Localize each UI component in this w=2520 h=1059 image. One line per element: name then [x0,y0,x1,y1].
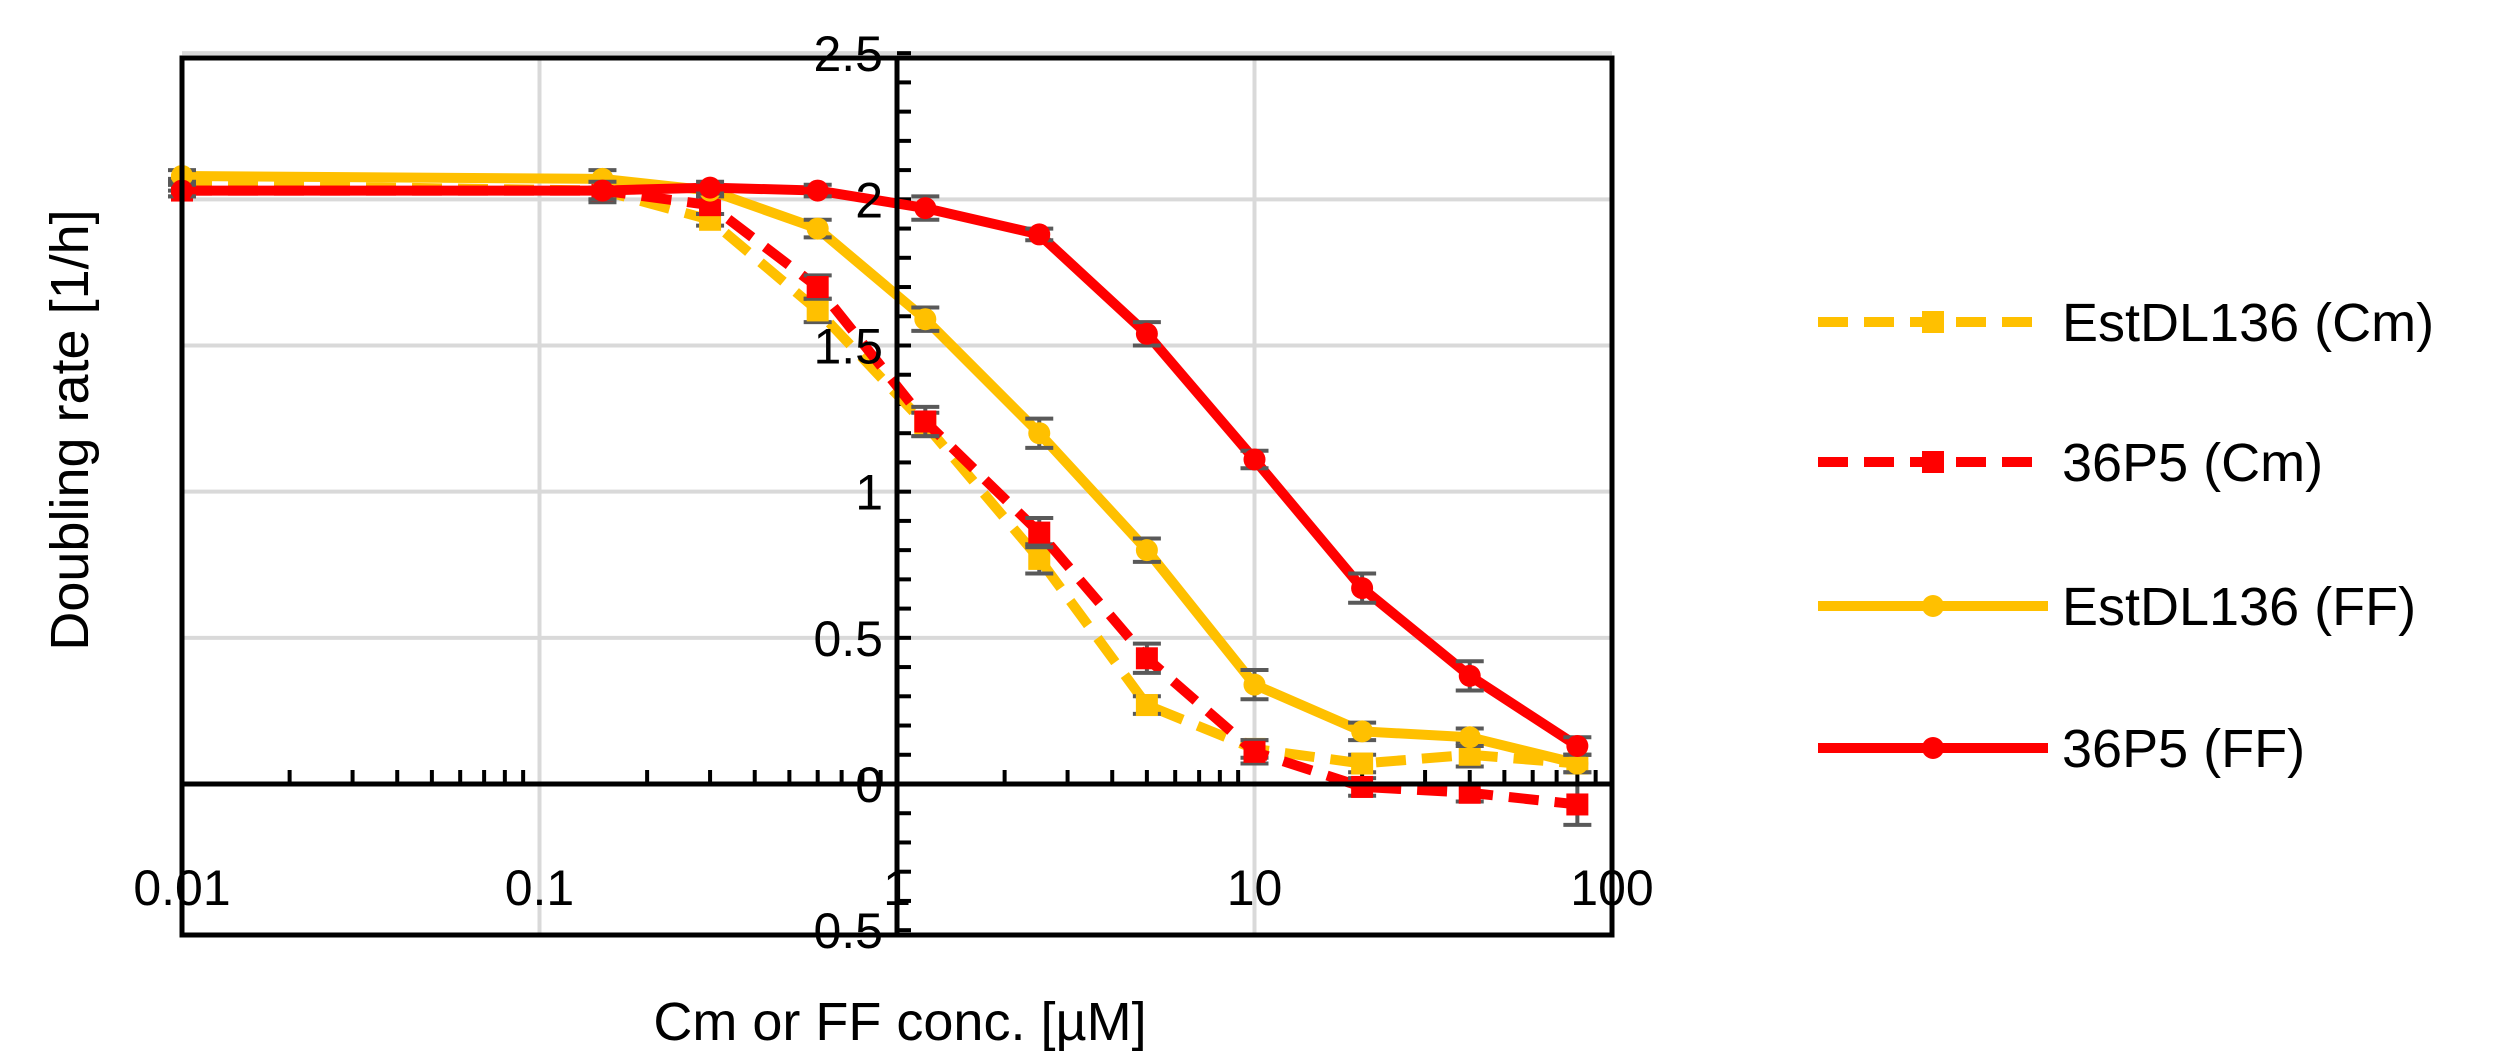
legend-marker [1922,311,1944,333]
legend-marker [1922,451,1944,473]
data-point [1028,547,1051,570]
legend-item-1: EstDL136 (Cm) [1818,293,2434,353]
data-point [699,176,722,199]
series-4 [168,176,1592,757]
data-point [591,179,614,202]
data-point [914,410,937,433]
legend-label: 36P5 (FF) [2062,719,2305,779]
y-tick-label: 0 [855,757,883,813]
x-tick-label: 100 [1570,860,1653,916]
data-point [1351,720,1374,743]
series-layer [168,164,1592,827]
legend-label: 36P5 (Cm) [2062,433,2323,493]
y-tick-label: -0.5 [797,903,883,959]
legend-marker [1922,595,1944,617]
legend: EstDL136 (Cm) 36P5 (Cm) EstDL136 (FF) 36P5 … [1818,293,2434,779]
series-line [181,179,1578,769]
data-point [1458,664,1481,687]
data-point [1566,734,1589,757]
x-tick-label: 0.01 [133,860,230,916]
data-point [1028,223,1051,246]
data-point [1351,577,1374,600]
data-point [1135,322,1158,345]
data-point [1243,448,1266,471]
data-point [1458,743,1481,766]
data-point [914,308,937,331]
data-point [1243,740,1266,763]
x-tick-label: 1 [883,860,911,916]
data-point [806,179,829,202]
x-axis-title: Cm or FF conc. [µM] [653,992,1146,1052]
legend-item-4: 36P5 (FF) [1818,719,2305,779]
axes [179,55,1615,938]
data-point [806,217,829,240]
y-tick-label: 0.5 [813,611,883,667]
y-axis-title: Doubling rate [1/h] [40,209,100,650]
y-tick-label: 1 [855,465,883,521]
y-tick-label: 1.5 [813,319,883,375]
legend-label: EstDL136 (Cm) [2062,293,2434,353]
tick-labels: -0.5 0 0.5 1 1.5 2 2.5 0.01 0.1 1 10 100 [133,26,1653,959]
data-point [1028,422,1051,445]
data-point [1458,781,1481,804]
legend-item-3: EstDL136 (FF) [1818,577,2416,637]
x-tick-label: 0.1 [505,860,575,916]
data-point [1135,539,1158,562]
legend-marker [1922,737,1944,759]
legend-label: EstDL136 (FF) [2062,577,2416,637]
data-point [1135,647,1158,670]
data-point [1351,752,1374,775]
data-point [1028,521,1051,544]
legend-item-2: 36P5 (Cm) [1818,433,2323,493]
data-point [1458,726,1481,749]
data-point [1566,752,1589,775]
data-point [1135,694,1158,717]
x-tick-label: 10 [1227,860,1283,916]
data-point [806,276,829,299]
data-point [914,197,937,220]
data-point [1351,775,1374,798]
y-tick-label: 2.5 [813,26,883,82]
data-point [806,299,829,322]
y-tick-label: 2 [855,172,883,228]
data-point [1566,793,1589,816]
data-point [1243,673,1266,696]
